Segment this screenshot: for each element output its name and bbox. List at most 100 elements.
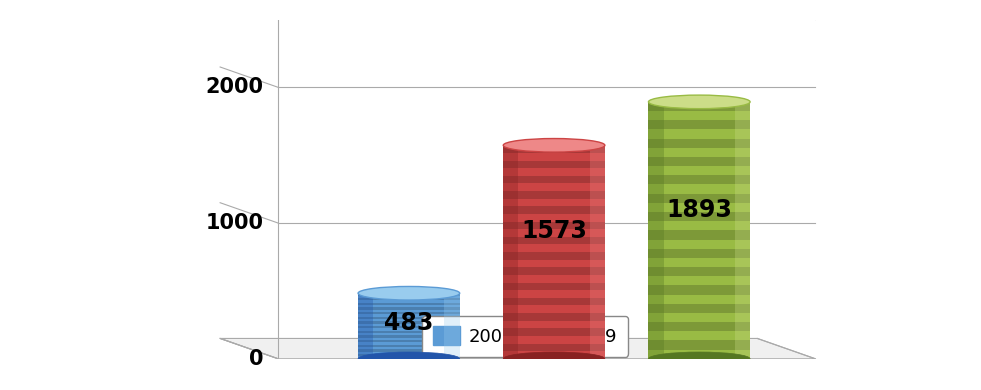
Bar <box>648 129 750 138</box>
Bar <box>648 313 750 322</box>
Bar <box>358 305 460 307</box>
Bar <box>503 161 605 168</box>
Bar <box>358 340 460 342</box>
Bar <box>358 345 460 347</box>
Bar <box>358 298 460 300</box>
Bar <box>503 222 605 229</box>
Bar <box>358 319 460 321</box>
Bar <box>648 175 750 184</box>
Bar <box>503 153 605 161</box>
Bar <box>648 340 750 349</box>
Bar <box>358 321 460 324</box>
Bar <box>503 344 605 351</box>
Bar <box>503 328 605 336</box>
Bar <box>358 328 460 331</box>
Bar <box>648 258 750 267</box>
Bar <box>503 321 605 328</box>
Bar <box>648 102 750 111</box>
Text: 2000: 2000 <box>206 77 264 98</box>
Bar <box>503 245 605 252</box>
Bar <box>358 317 460 319</box>
Bar <box>503 260 605 267</box>
Bar <box>358 296 460 298</box>
Text: 483: 483 <box>385 311 434 335</box>
Bar <box>648 267 750 276</box>
Bar <box>358 333 460 335</box>
Bar <box>358 352 460 354</box>
Bar <box>358 342 460 345</box>
Bar <box>648 294 750 304</box>
Bar <box>648 304 750 313</box>
Bar <box>358 338 460 340</box>
Bar <box>590 145 605 359</box>
Bar <box>358 347 460 349</box>
Ellipse shape <box>503 352 605 365</box>
Bar <box>648 276 750 285</box>
Bar <box>503 183 605 191</box>
Bar <box>735 102 750 359</box>
Bar <box>503 206 605 214</box>
Bar <box>648 166 750 175</box>
Bar <box>358 324 460 326</box>
Text: 0: 0 <box>249 349 264 369</box>
Bar <box>358 307 460 310</box>
Bar <box>503 191 605 199</box>
Bar <box>503 313 605 321</box>
Bar <box>358 303 460 305</box>
Bar <box>503 214 605 222</box>
Bar <box>648 249 750 258</box>
Bar <box>648 285 750 294</box>
Legend: 2008, 2009: 2008, 2009 <box>422 316 628 356</box>
Bar <box>648 203 750 212</box>
Text: 1000: 1000 <box>206 213 264 233</box>
Bar <box>648 111 750 120</box>
Bar <box>358 310 460 312</box>
Bar <box>503 252 605 260</box>
Bar <box>358 335 460 338</box>
Bar <box>648 212 750 221</box>
Bar <box>358 293 374 359</box>
Bar <box>358 312 460 314</box>
Bar <box>503 145 605 153</box>
Bar <box>358 356 460 359</box>
Ellipse shape <box>503 138 605 152</box>
Bar <box>648 331 750 340</box>
Bar <box>648 194 750 203</box>
Bar <box>503 145 519 359</box>
Bar <box>358 326 460 328</box>
Bar <box>503 199 605 206</box>
Bar <box>648 221 750 230</box>
Ellipse shape <box>358 287 460 300</box>
Bar <box>648 148 750 157</box>
Bar <box>648 230 750 239</box>
Bar <box>503 351 605 359</box>
Bar <box>503 336 605 344</box>
Bar <box>503 267 605 275</box>
Bar <box>648 138 750 148</box>
Bar <box>648 157 750 166</box>
Bar <box>503 275 605 282</box>
Bar <box>648 120 750 129</box>
Bar <box>648 102 664 359</box>
Bar <box>648 349 750 359</box>
Bar <box>503 305 605 313</box>
Bar <box>503 290 605 298</box>
Bar <box>503 237 605 245</box>
Bar <box>503 282 605 290</box>
Bar <box>648 184 750 194</box>
Ellipse shape <box>358 352 460 365</box>
Ellipse shape <box>648 352 750 365</box>
Bar <box>503 298 605 305</box>
Text: 1573: 1573 <box>521 219 587 243</box>
Bar <box>503 229 605 237</box>
Ellipse shape <box>648 95 750 109</box>
Bar <box>358 300 460 303</box>
Text: 1893: 1893 <box>666 198 732 222</box>
Bar <box>358 293 460 296</box>
Bar <box>444 293 460 359</box>
Bar <box>503 176 605 183</box>
Polygon shape <box>220 339 815 359</box>
Bar <box>503 168 605 176</box>
Bar <box>358 354 460 356</box>
Bar <box>648 239 750 249</box>
